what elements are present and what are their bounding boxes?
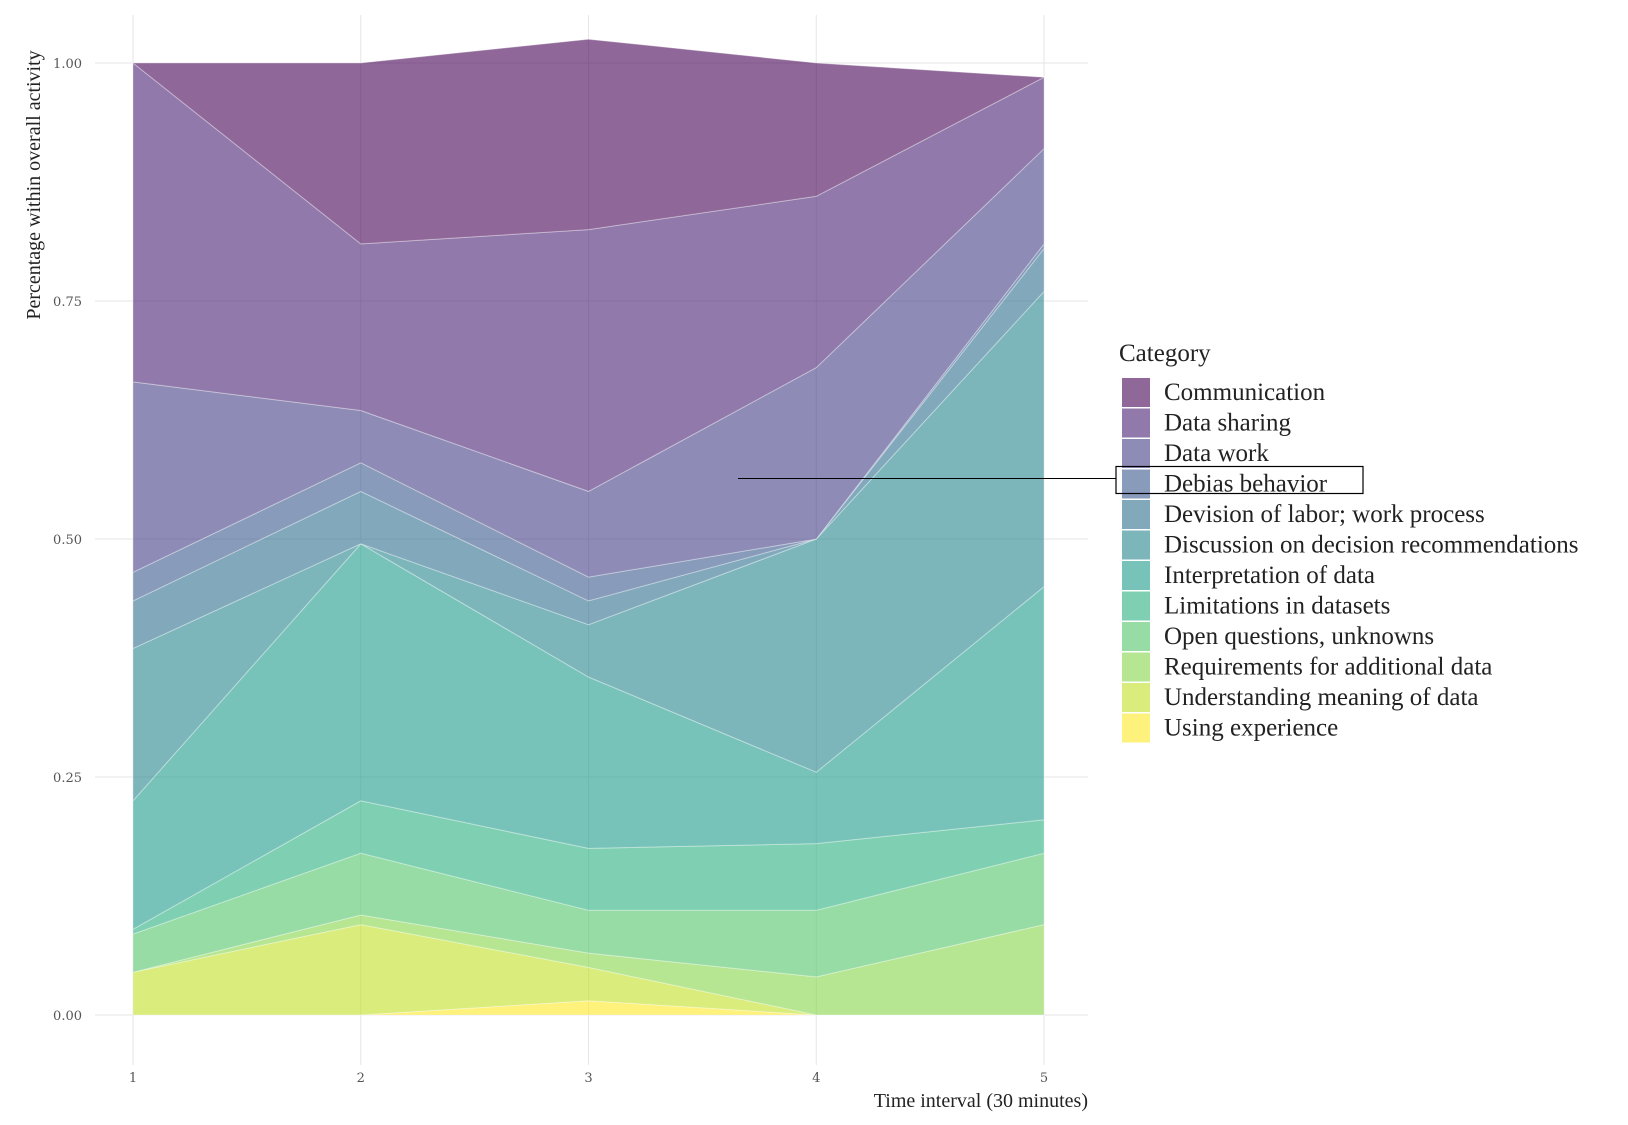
y-tick-label: 0.50 xyxy=(53,533,82,548)
legend-key xyxy=(1122,591,1150,621)
y-tick-label: 1.00 xyxy=(53,57,82,72)
legend-label: Discussion on decision recommendations xyxy=(1164,532,1579,559)
x-tick-label: 4 xyxy=(812,1071,820,1086)
legend-key xyxy=(1122,683,1150,712)
legend-label: Interpretation of data xyxy=(1164,562,1375,589)
x-tick-label: 2 xyxy=(357,1071,365,1086)
legend-key xyxy=(1122,561,1150,590)
x-tick-label: 3 xyxy=(584,1071,592,1086)
y-tick-labels: 0.00 0.25 0.50 0.75 1.00 xyxy=(53,57,82,1024)
x-tick-labels: 1 2 3 4 5 xyxy=(129,1071,1048,1086)
legend-key xyxy=(1122,500,1150,529)
y-tick-label: 0.00 xyxy=(53,1009,82,1024)
area-debias-behavior xyxy=(132,242,1045,602)
y-axis-title: Percentage within overall activity xyxy=(23,50,45,319)
legend-label: Communication xyxy=(1164,379,1326,406)
area-open-questions-unknowns xyxy=(132,852,1045,978)
legend-key xyxy=(1122,439,1150,468)
area-devision-of-labor-work-process xyxy=(132,247,1045,650)
highlight-callout xyxy=(738,465,1364,495)
legend-label: Data work xyxy=(1164,440,1269,467)
x-tick-label: 1 xyxy=(129,1071,137,1086)
area-using-experience xyxy=(133,1000,1044,1016)
legend-key xyxy=(1122,469,1150,499)
legend-key xyxy=(1122,378,1150,407)
legend-label: Understanding meaning of data xyxy=(1164,684,1479,711)
legend-label: Open questions, unknowns xyxy=(1164,623,1434,650)
legend-title: Category xyxy=(1119,340,1211,367)
x-axis-title: Time interval (30 minutes) xyxy=(874,1090,1088,1112)
area-discussion-on-decision-recommendations xyxy=(132,290,1045,803)
legend-key xyxy=(1122,652,1150,682)
legend-label: Limitations in datasets xyxy=(1164,593,1390,620)
highlight-box xyxy=(1115,465,1364,495)
area-layers xyxy=(131,38,1046,1016)
y-tick-label: 0.25 xyxy=(53,771,82,786)
legend-key xyxy=(1122,408,1150,438)
legend: Category Communication Data sharing Data w… xyxy=(1119,340,1579,743)
legend-key xyxy=(1122,713,1150,743)
x-tick-label: 5 xyxy=(1040,1071,1048,1086)
legend-label: Devision of labor; work process xyxy=(1164,501,1485,528)
legend-label: Data sharing xyxy=(1164,410,1292,437)
legend-label: Using experience xyxy=(1164,715,1338,742)
legend-label: Requirements for additional data xyxy=(1164,654,1492,681)
area-communication xyxy=(131,38,1046,245)
y-tick-label: 0.75 xyxy=(53,295,82,310)
legend-key xyxy=(1122,622,1150,651)
legend-key xyxy=(1122,530,1150,560)
